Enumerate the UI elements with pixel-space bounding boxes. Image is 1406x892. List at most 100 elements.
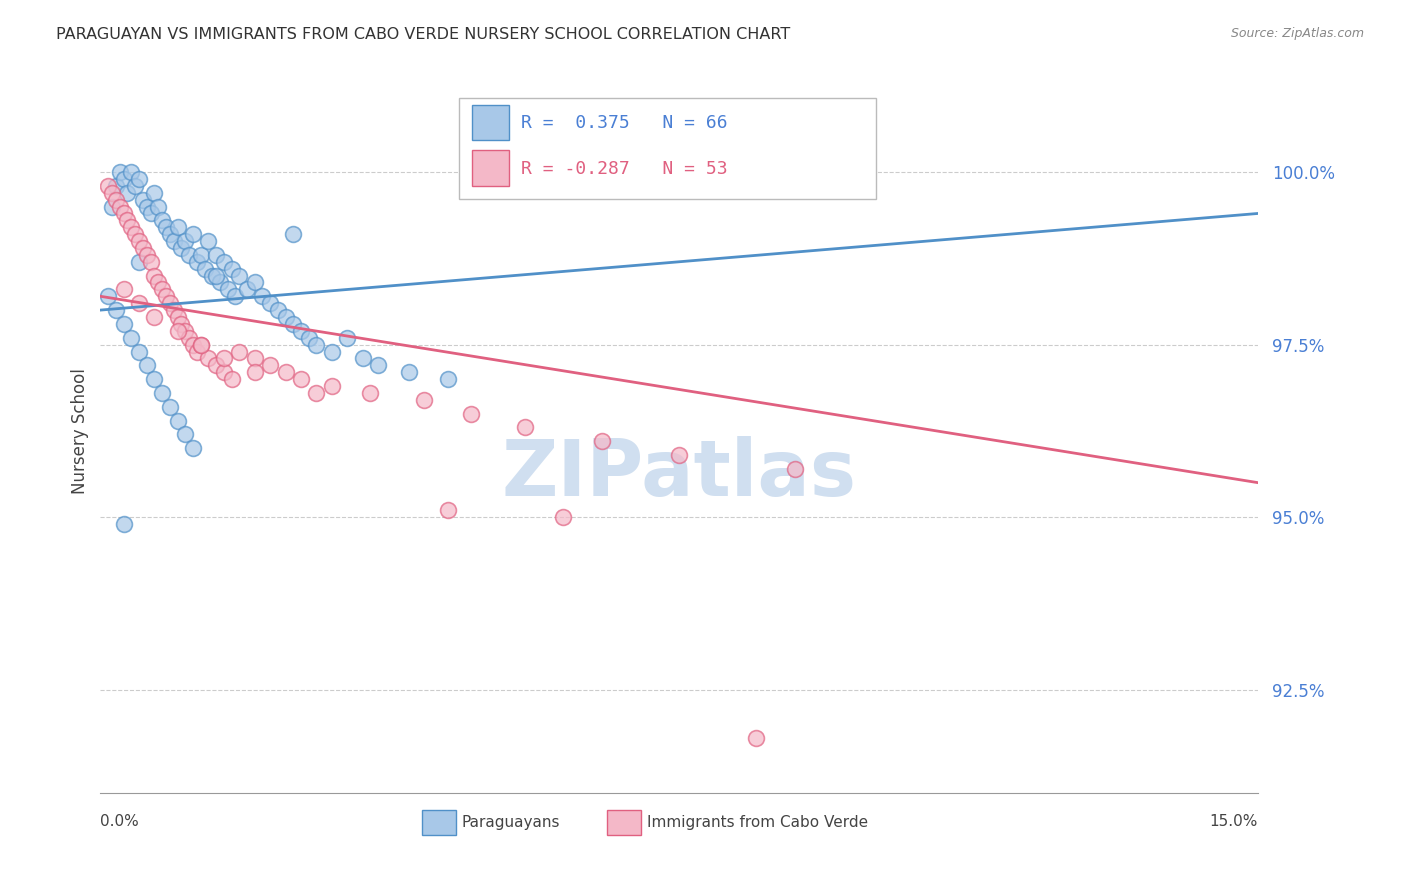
Point [128, 296, 150, 310]
Point [193, 261, 215, 276]
Point [139, 254, 162, 268]
Point [668, 448, 690, 462]
Point [166, 310, 188, 324]
Text: 0.0%: 0.0% [100, 814, 139, 829]
Point [177, 331, 200, 345]
Point [224, 289, 246, 303]
Point [181, 227, 204, 242]
Point [120, 220, 142, 235]
Point [352, 351, 374, 366]
Point [104, 193, 127, 207]
Text: Source: ZipAtlas.com: Source: ZipAtlas.com [1230, 27, 1364, 40]
Point [436, 503, 458, 517]
Point [359, 385, 381, 400]
Point [166, 324, 188, 338]
Point [212, 365, 235, 379]
Point [135, 359, 157, 373]
Point [170, 317, 193, 331]
Point [243, 351, 266, 366]
FancyBboxPatch shape [460, 97, 876, 199]
Point [217, 282, 239, 296]
Point [321, 344, 343, 359]
Point [259, 359, 281, 373]
Point [117, 213, 139, 227]
Point [150, 385, 173, 400]
Point [132, 193, 155, 207]
Point [128, 172, 150, 186]
Point [112, 317, 135, 331]
Point [128, 254, 150, 268]
Point [174, 234, 197, 248]
Point [181, 337, 204, 351]
Point [513, 420, 536, 434]
Text: R =  0.375   N = 66: R = 0.375 N = 66 [520, 114, 727, 132]
Point [155, 289, 177, 303]
Point [112, 282, 135, 296]
Point [228, 344, 250, 359]
FancyBboxPatch shape [607, 810, 641, 835]
Point [259, 296, 281, 310]
Point [181, 441, 204, 455]
Point [128, 344, 150, 359]
Point [413, 392, 436, 407]
Point [112, 517, 135, 532]
Point [205, 268, 228, 283]
Point [150, 282, 173, 296]
Point [243, 276, 266, 290]
Point [108, 165, 131, 179]
Point [104, 303, 127, 318]
Point [228, 268, 250, 283]
Point [163, 303, 186, 318]
Point [252, 289, 274, 303]
FancyBboxPatch shape [422, 810, 456, 835]
Point [221, 372, 243, 386]
Point [150, 213, 173, 227]
Point [186, 344, 208, 359]
Point [208, 276, 231, 290]
FancyBboxPatch shape [472, 151, 509, 186]
Point [783, 462, 806, 476]
Point [148, 200, 170, 214]
Point [305, 385, 328, 400]
Point [274, 365, 297, 379]
Point [290, 324, 312, 338]
Point [243, 365, 266, 379]
Text: Immigrants from Cabo Verde: Immigrants from Cabo Verde [647, 814, 868, 830]
Text: PARAGUAYAN VS IMMIGRANTS FROM CABO VERDE NURSERY SCHOOL CORRELATION CHART: PARAGUAYAN VS IMMIGRANTS FROM CABO VERDE… [56, 27, 790, 42]
Point [112, 172, 135, 186]
Point [120, 165, 142, 179]
Point [212, 254, 235, 268]
Text: Paraguayans: Paraguayans [461, 814, 560, 830]
Point [159, 400, 181, 414]
Point [159, 227, 181, 242]
Point [305, 337, 328, 351]
Point [212, 351, 235, 366]
Point [298, 331, 321, 345]
Point [174, 427, 197, 442]
Point [159, 296, 181, 310]
Point [117, 186, 139, 200]
Point [166, 413, 188, 427]
Text: R = -0.287   N = 53: R = -0.287 N = 53 [520, 160, 727, 178]
Point [283, 227, 305, 242]
Point [120, 331, 142, 345]
Point [97, 289, 120, 303]
Point [132, 241, 155, 255]
Point [124, 227, 146, 242]
Point [336, 331, 359, 345]
Point [190, 337, 212, 351]
Point [745, 731, 768, 745]
Point [367, 359, 389, 373]
Point [166, 220, 188, 235]
Point [135, 248, 157, 262]
Point [108, 200, 131, 214]
Point [101, 200, 124, 214]
Point [97, 178, 120, 193]
Point [186, 254, 208, 268]
Point [155, 220, 177, 235]
FancyBboxPatch shape [472, 104, 509, 140]
Point [283, 317, 305, 331]
Point [101, 186, 124, 200]
Point [112, 206, 135, 220]
Point [201, 268, 224, 283]
